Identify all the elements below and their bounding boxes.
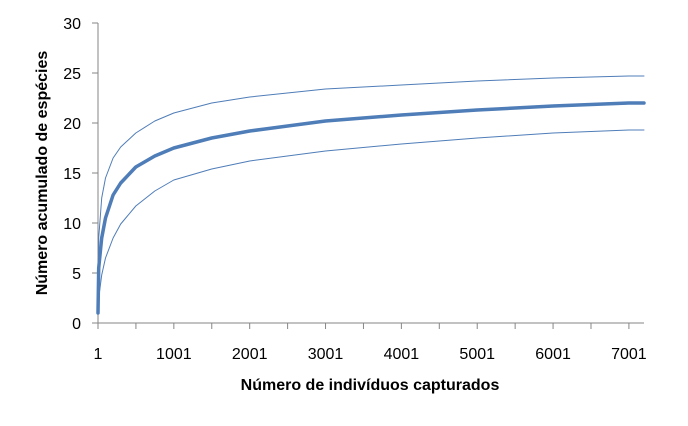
x-axis: 1 1001 2001 3001 4001 5001 6001 7001	[94, 322, 647, 363]
x-tick-label: 5001	[459, 346, 495, 363]
x-axis-title: Número de indivíduos capturados	[241, 377, 500, 394]
series-lines	[96, 75, 646, 315]
y-tick-label: 30	[63, 16, 81, 33]
x-tick-label: 6001	[535, 346, 571, 363]
y-axis: 0 5 10 15 20 25 30	[63, 16, 99, 333]
x-tick-label: 1001	[156, 346, 192, 363]
y-tick-label: 5	[72, 266, 81, 283]
y-tick-label: 0	[72, 316, 81, 333]
y-tick-label: 15	[63, 166, 81, 183]
series-line-upper	[97, 75, 645, 314]
series-line-estimate	[96, 101, 646, 315]
x-tick-label: 3001	[308, 346, 344, 363]
x-tick-label: 7001	[611, 346, 647, 363]
y-tick-label: 25	[63, 66, 81, 83]
x-tick-label: 1	[94, 346, 103, 363]
x-tick-label: 2001	[232, 346, 268, 363]
y-tick-label: 10	[63, 216, 81, 233]
y-axis-title: Número acumulado de espécies	[34, 51, 51, 296]
y-tick-label: 20	[63, 116, 81, 133]
series-line-lower	[97, 129, 645, 314]
x-tick-label: 4001	[384, 346, 420, 363]
